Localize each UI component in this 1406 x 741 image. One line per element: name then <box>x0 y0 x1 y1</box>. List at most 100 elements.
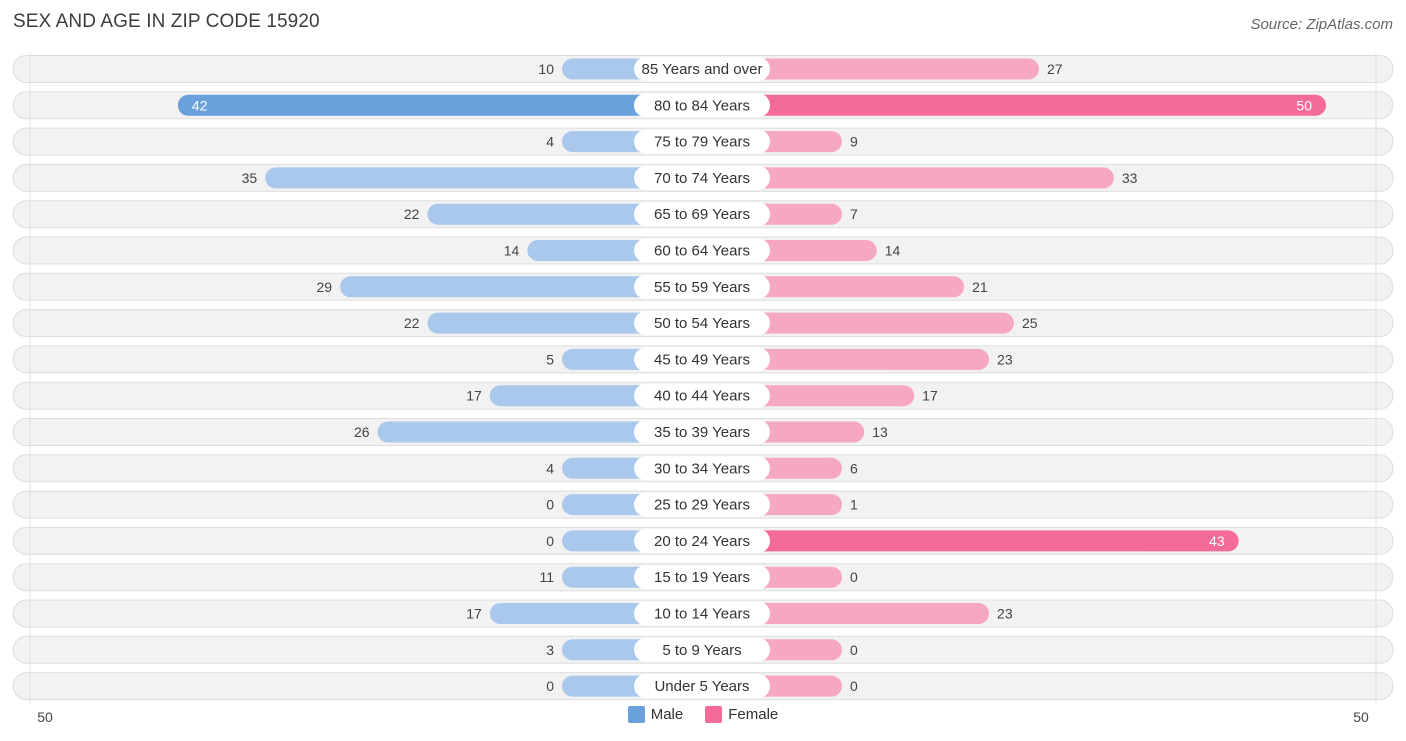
value-female-45-to-49-years: 23 <box>997 351 1013 367</box>
category-pill-30-to-34-years <box>634 456 770 481</box>
legend-swatch-female <box>705 706 723 723</box>
value-female-40-to-44-years: 17 <box>922 388 938 404</box>
bar-female-85-years-and-over[interactable] <box>702 58 1039 80</box>
bar-male-80-to-84-years[interactable] <box>177 94 703 116</box>
category-label-75-to-79-years: 75 to 79 Years <box>654 134 750 151</box>
row-75-to-79-years: 4 9 75 to 79 Years <box>12 127 1394 156</box>
category-pill-65-to-69-years <box>634 202 770 227</box>
chart-title: SEX AND AGE IN ZIP CODE 15920 <box>13 11 320 32</box>
category-label-60-to-64-years: 60 to 64 Years <box>654 243 750 260</box>
row-70-to-74-years: 35 33 70 to 74 Years <box>12 163 1394 192</box>
value-female-50-to-54-years: 25 <box>1022 315 1038 331</box>
value-female-35-to-39-years: 13 <box>872 424 888 440</box>
category-label-20-to-24-years: 20 to 24 Years <box>654 533 750 550</box>
value-female-20-to-24-years: 43 <box>1209 533 1225 549</box>
row-35-to-39-years: 26 13 35 to 39 Years <box>12 418 1394 446</box>
category-label-55-to-59-years: 55 to 59 Years <box>654 279 750 296</box>
category-label-30-to-34-years: 30 to 34 Years <box>654 460 750 477</box>
value-male-20-to-24-years: 0 <box>546 533 554 549</box>
bar-male-65-to-69-years[interactable] <box>427 203 702 225</box>
category-pill-15-to-19-years <box>634 565 770 590</box>
bar-female-45-to-49-years[interactable] <box>702 348 990 370</box>
row-80-to-84-years: 42 50 80 to 84 Years <box>12 91 1394 120</box>
value-female-15-to-19-years: 0 <box>850 569 858 585</box>
row-15-to-19-years: 11 0 15 to 19 Years <box>12 563 1394 592</box>
value-male-85-years-and-over: 10 <box>538 61 554 77</box>
value-male-15-to-19-years: 11 <box>539 569 554 585</box>
value-female-85-years-and-over: 27 <box>1047 61 1063 77</box>
row-20-to-24-years: 0 43 20 to 24 Years <box>12 526 1394 555</box>
row-65-to-69-years: 22 7 65 to 69 Years <box>12 200 1394 229</box>
value-female-65-to-69-years: 7 <box>850 206 858 222</box>
legend-label-male: Male <box>650 706 684 723</box>
category-label-10-to-14-years: 10 to 14 Years <box>654 606 750 623</box>
bar-male-35-to-39-years[interactable] <box>377 421 702 443</box>
legend-item-male[interactable]: Male <box>627 706 684 723</box>
chart-source: Source: ZipAtlas.com <box>1250 16 1393 33</box>
value-female-under-5-years: 0 <box>850 678 858 694</box>
category-label-45-to-49-years: 45 to 49 Years <box>654 351 750 368</box>
category-pill-45-to-49-years <box>634 347 770 372</box>
value-female-30-to-34-years: 6 <box>850 460 858 476</box>
row-50-to-54-years: 22 25 50 to 54 Years <box>12 309 1394 338</box>
category-pill-75-to-79-years <box>634 129 770 154</box>
category-label-50-to-54-years: 50 to 54 Years <box>654 315 750 332</box>
value-female-60-to-64-years: 14 <box>885 243 901 259</box>
value-male-50-to-54-years: 22 <box>404 315 420 331</box>
category-pill-35-to-39-years <box>634 420 770 444</box>
category-label-40-to-44-years: 40 to 44 Years <box>654 388 750 405</box>
category-pill-25-to-29-years <box>634 492 770 517</box>
category-pill-50-to-54-years <box>634 311 770 336</box>
bar-male-55-to-59-years[interactable] <box>340 276 702 298</box>
value-female-5-to-9-years: 0 <box>850 642 858 658</box>
category-pill-85-years-and-over <box>634 57 770 81</box>
row-10-to-14-years: 17 23 10 to 14 Years <box>12 599 1394 628</box>
category-pill-60-to-64-years <box>634 238 770 263</box>
bar-female-80-to-84-years[interactable] <box>702 94 1326 116</box>
category-pill-20-to-24-years <box>634 528 770 553</box>
row-25-to-29-years: 0 1 25 to 29 Years <box>12 490 1394 519</box>
value-male-70-to-74-years: 35 <box>242 170 258 186</box>
legend-item-female[interactable]: Female <box>705 706 778 723</box>
bar-male-50-to-54-years[interactable] <box>427 312 702 334</box>
row-55-to-59-years: 29 21 55 to 59 Years <box>12 272 1394 301</box>
value-male-60-to-64-years: 14 <box>504 243 520 259</box>
row-45-to-49-years: 5 23 45 to 49 Years <box>12 345 1394 374</box>
category-pill-80-to-84-years <box>634 93 770 118</box>
category-label-65-to-69-years: 65 to 69 Years <box>654 206 750 223</box>
row-5-to-9-years: 3 0 5 to 9 Years <box>12 635 1394 664</box>
category-label-5-to-9-years: 5 to 9 Years <box>662 642 741 659</box>
axis-tick-left: 50 <box>37 709 53 725</box>
row-85-years-and-over: 10 27 85 Years and over <box>12 55 1394 83</box>
value-female-75-to-79-years: 9 <box>850 134 858 150</box>
axis-tick-right: 50 <box>1353 709 1369 725</box>
value-male-65-to-69-years: 22 <box>404 206 420 222</box>
category-label-25-to-29-years: 25 to 29 Years <box>654 497 750 514</box>
value-male-25-to-29-years: 0 <box>546 497 554 513</box>
category-pill-5-to-9-years <box>634 637 770 662</box>
row-40-to-44-years: 17 17 40 to 44 Years <box>12 381 1394 410</box>
category-pill-55-to-59-years <box>634 274 770 299</box>
value-male-40-to-44-years: 17 <box>466 388 482 404</box>
row-60-to-64-years: 14 14 60 to 64 Years <box>12 236 1394 265</box>
bar-female-70-to-74-years[interactable] <box>702 167 1114 189</box>
bar-female-10-to-14-years[interactable] <box>702 603 990 624</box>
value-male-80-to-84-years: 42 <box>192 97 208 113</box>
bar-male-70-to-74-years[interactable] <box>265 167 702 189</box>
category-label-80-to-84-years: 80 to 84 Years <box>654 97 750 114</box>
category-pill-40-to-44-years <box>634 383 770 408</box>
row-under-5-years: 0 0 Under 5 Years <box>12 672 1394 701</box>
bar-female-50-to-54-years[interactable] <box>702 312 1014 334</box>
category-pill-under-5-years <box>634 674 770 699</box>
legend-swatch-male <box>627 706 645 723</box>
legend-label-female: Female <box>728 706 779 723</box>
value-male-45-to-49-years: 5 <box>546 351 554 367</box>
value-female-10-to-14-years: 23 <box>997 606 1013 622</box>
value-male-5-to-9-years: 3 <box>546 642 554 658</box>
value-male-35-to-39-years: 26 <box>354 424 370 440</box>
bar-female-20-to-24-years[interactable] <box>702 530 1239 552</box>
value-female-80-to-84-years: 50 <box>1296 97 1312 113</box>
category-label-70-to-74-years: 70 to 74 Years <box>654 170 750 187</box>
row-30-to-34-years: 4 6 30 to 34 Years <box>12 454 1394 483</box>
